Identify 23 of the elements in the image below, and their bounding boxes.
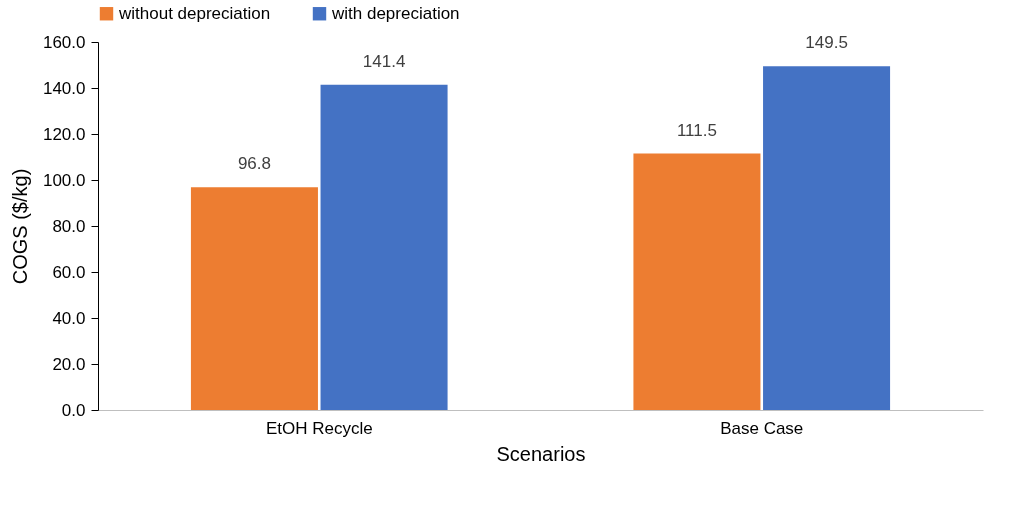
data-label: 141.4 <box>362 51 406 71</box>
x-tick-label: EtOH Recycle <box>265 418 373 438</box>
y-tick-label: 160.0 <box>42 32 86 52</box>
y-tick-label: 60.0 <box>52 262 86 282</box>
y-tick-label: 20.0 <box>52 354 86 374</box>
data-label: 111.5 <box>676 120 717 140</box>
bar <box>633 153 761 410</box>
x-axis-title: Scenarios <box>496 442 586 465</box>
bar <box>190 187 318 410</box>
y-tick-label: 80.0 <box>52 216 86 236</box>
data-label: 96.8 <box>237 154 271 174</box>
x-tick-label: Base Case <box>720 418 804 438</box>
data-label: 149.5 <box>805 33 848 53</box>
y-tick-label: 140.0 <box>42 78 86 98</box>
bar <box>763 66 891 410</box>
bar <box>320 84 448 410</box>
y-tick-label: 40.0 <box>52 308 86 328</box>
y-tick-label: 100.0 <box>42 170 86 190</box>
y-tick-label: 120.0 <box>42 124 86 144</box>
y-tick-label: 0.0 <box>61 400 86 420</box>
legend-label: with depreciation <box>331 3 460 23</box>
y-axis-title: COGS ($/kg) <box>8 168 31 285</box>
legend-label: without depreciation <box>118 3 271 23</box>
